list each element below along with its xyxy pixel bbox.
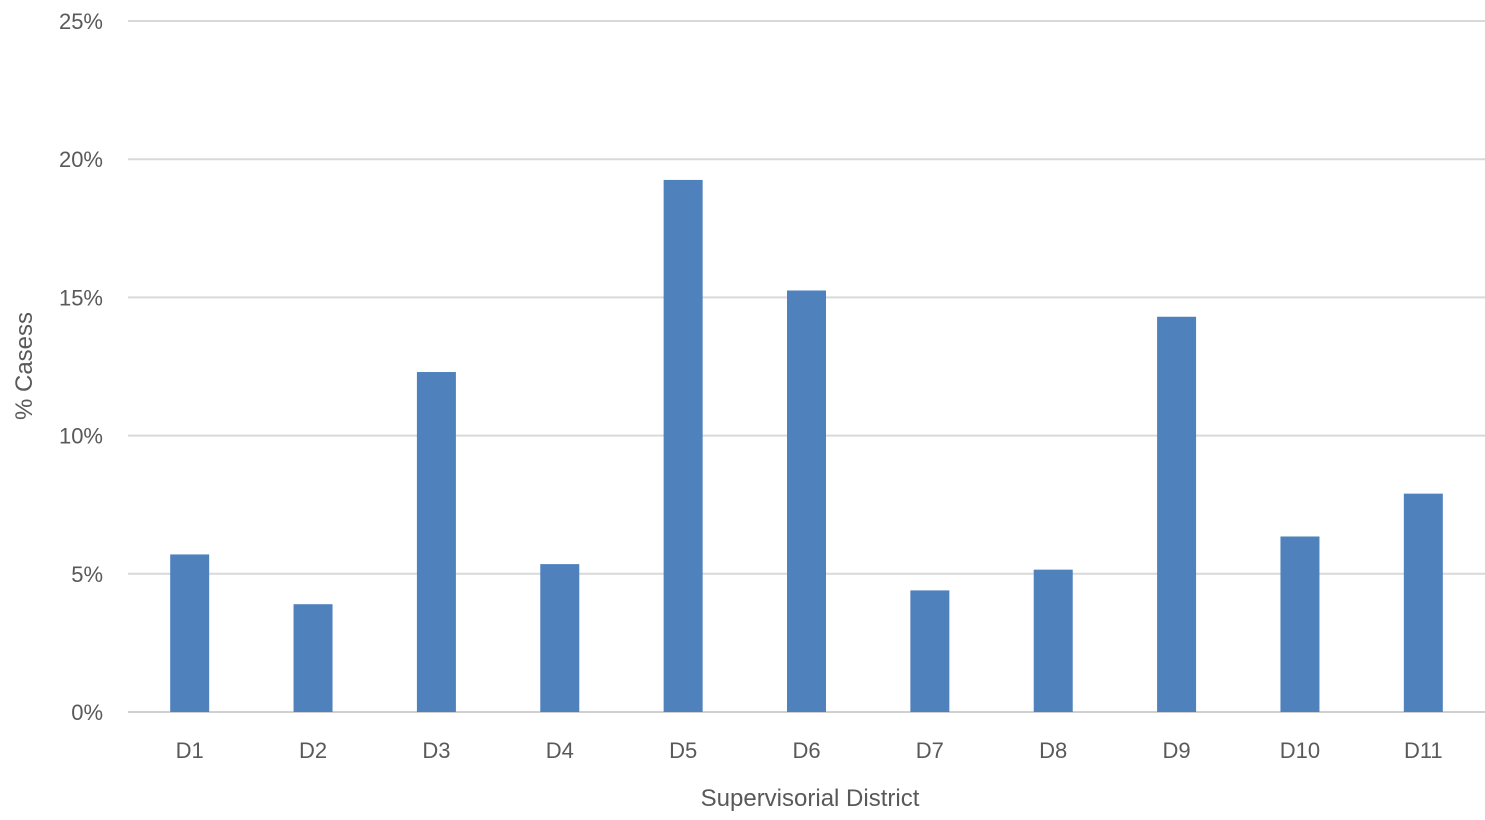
- bar-d1: [170, 554, 210, 712]
- y-axis-title: % Casess: [11, 312, 38, 420]
- y-tick-label: 5%: [71, 562, 103, 587]
- y-axis-tick-labels: 0% 5% 10% 15% 20% 25%: [59, 9, 103, 725]
- bar-d2: [293, 604, 333, 712]
- y-tick-label: 20%: [59, 147, 103, 172]
- x-tick-label-d7: D7: [916, 738, 944, 763]
- y-tick-label: 15%: [59, 285, 103, 310]
- bar-d9: [1157, 316, 1197, 712]
- bars: [170, 179, 1443, 712]
- x-tick-label-d10: D10: [1280, 738, 1320, 763]
- x-axis-title: Supervisorial District: [701, 785, 920, 812]
- bar-d11: [1403, 493, 1443, 712]
- bar-d7: [910, 590, 950, 712]
- bar-d8: [1033, 569, 1073, 712]
- x-tick-label-d11: D11: [1404, 738, 1443, 763]
- y-tick-label: 25%: [59, 9, 103, 34]
- x-tick-label-d9: D9: [1163, 738, 1191, 763]
- bar-d4: [540, 564, 580, 712]
- x-axis-tick-labels: D1 D2 D3 D4 D5 D6 D7 D8 D9 D10 D11: [176, 738, 1443, 763]
- x-tick-label-d8: D8: [1039, 738, 1067, 763]
- x-tick-label-d4: D4: [546, 738, 574, 763]
- bar-d5: [663, 179, 703, 712]
- y-tick-label: 0%: [71, 700, 103, 725]
- bar-d3: [416, 372, 456, 712]
- bar-d10: [1280, 536, 1320, 712]
- x-tick-label-d5: D5: [669, 738, 697, 763]
- x-tick-label-d3: D3: [422, 738, 450, 763]
- y-tick-label: 10%: [59, 424, 103, 449]
- x-tick-label-d6: D6: [792, 738, 820, 763]
- x-tick-label-d2: D2: [299, 738, 327, 763]
- bar-d6: [787, 290, 826, 712]
- x-tick-label-d1: D1: [176, 738, 204, 763]
